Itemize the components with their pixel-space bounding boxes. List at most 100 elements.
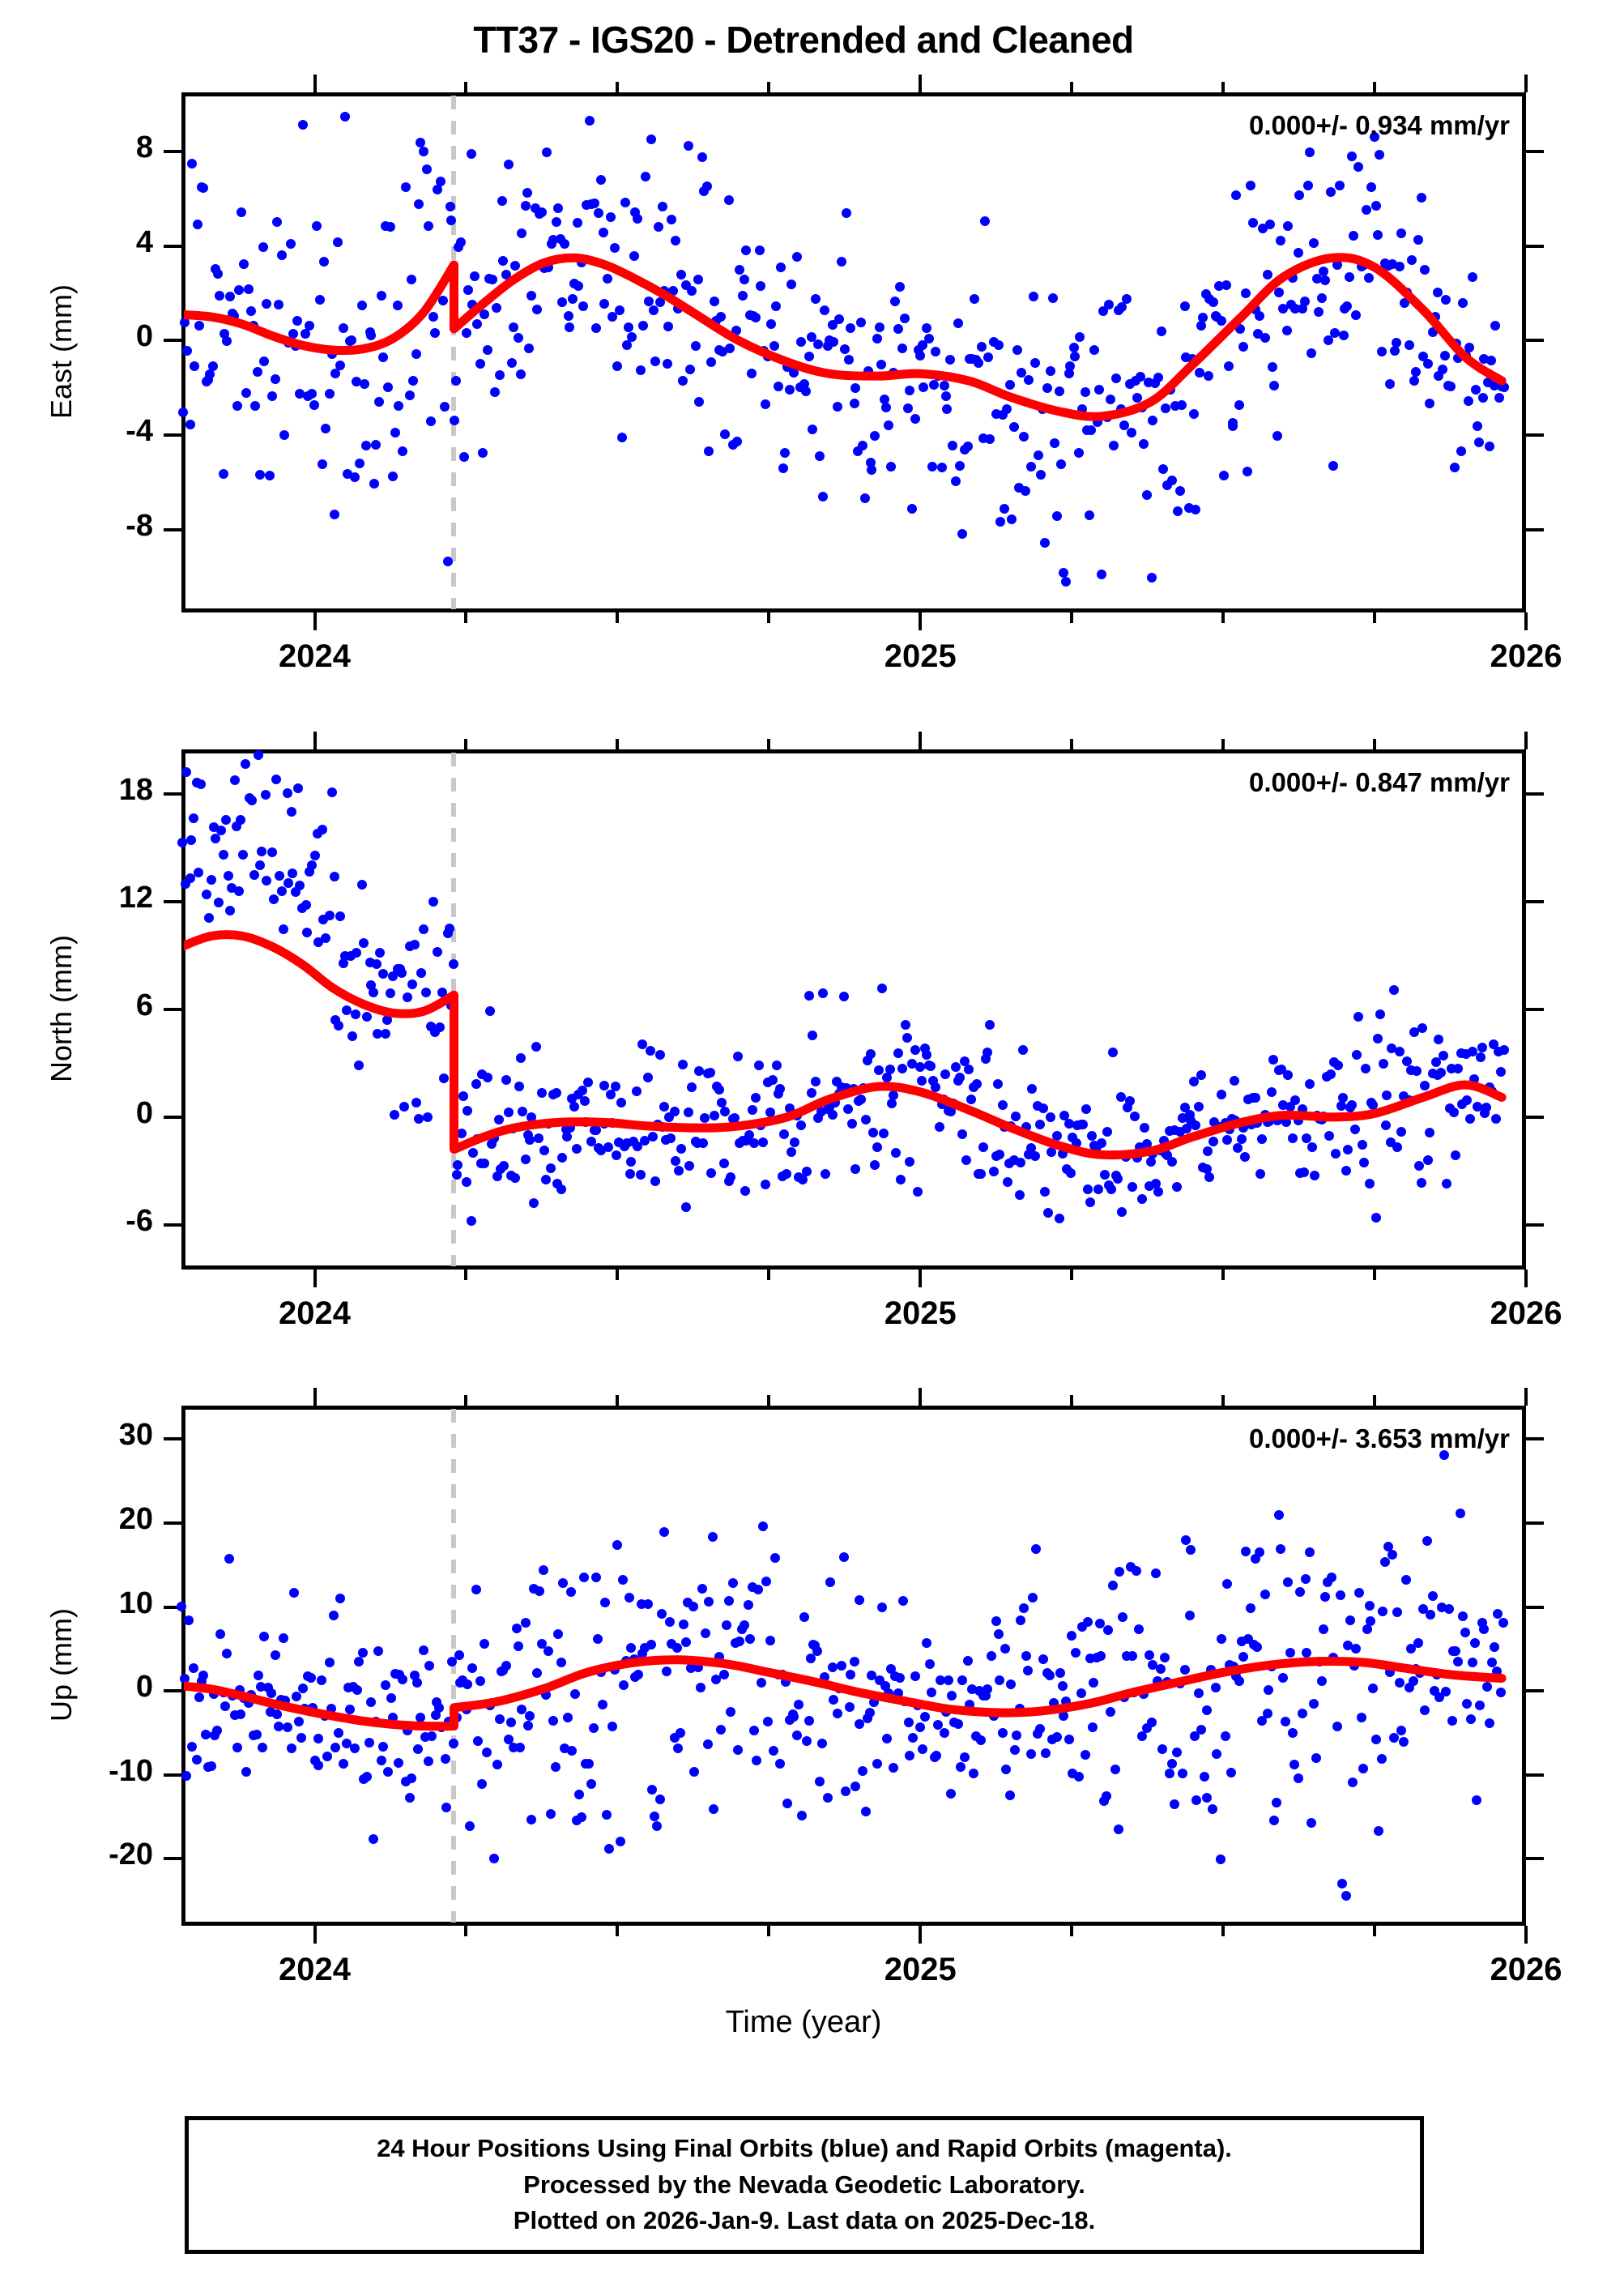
data-point: [1162, 1677, 1172, 1688]
data-point: [1335, 1590, 1345, 1600]
data-point: [423, 220, 433, 231]
data-point: [812, 1645, 823, 1656]
x-tick-label-north-2025: 2025: [884, 1295, 957, 1331]
data-point: [1301, 1573, 1311, 1584]
data-point: [1073, 447, 1084, 458]
data-point: [198, 1670, 208, 1680]
data-point: [1269, 1815, 1280, 1825]
data-point: [1103, 1624, 1114, 1635]
data-point: [535, 1585, 545, 1596]
data-point: [860, 1806, 871, 1816]
data-point: [917, 1743, 927, 1754]
data-point: [330, 369, 341, 379]
x-tick-east-2025.5: [1221, 612, 1225, 623]
y-tick-label-north-2: 6: [135, 988, 153, 1022]
data-point: [389, 1110, 399, 1120]
data-point: [955, 1761, 965, 1772]
data-point: [720, 429, 731, 439]
data-point: [782, 1798, 792, 1808]
data-point: [326, 787, 337, 798]
x-tick-label-up-2024: 2024: [279, 1952, 351, 1987]
data-point: [986, 1650, 996, 1661]
x-tick-label-up-2026: 2026: [1490, 1952, 1562, 1987]
data-point: [714, 1651, 724, 1662]
data-point: [1283, 220, 1294, 231]
data-point: [833, 1683, 844, 1693]
data-point: [982, 1684, 992, 1695]
data-point: [1271, 1797, 1281, 1807]
data-point: [255, 860, 266, 870]
data-point: [1086, 425, 1097, 436]
x-tick-up-2024: [313, 1926, 317, 1944]
data-point: [671, 236, 681, 246]
data-point: [563, 1712, 573, 1722]
y-tick-up-4: [164, 1773, 181, 1777]
y-tick-right-east-1: [1526, 244, 1544, 248]
y-tick-up-3: [164, 1689, 181, 1693]
y-tick-right-east-4: [1526, 527, 1544, 531]
data-point: [816, 1738, 827, 1748]
y-tick-label-up-1: 20: [118, 1501, 153, 1536]
x-tick-north-2025.5: [1221, 1270, 1225, 1280]
data-point: [947, 441, 957, 451]
y-tick-right-east-2: [1526, 339, 1544, 343]
data-point: [241, 1767, 251, 1777]
data-point: [229, 775, 240, 785]
data-point: [994, 1675, 1004, 1685]
data-point: [1378, 1606, 1388, 1616]
data-point: [1016, 1615, 1026, 1625]
data-point: [1305, 147, 1315, 158]
data-point: [775, 1758, 786, 1769]
data-point: [1496, 1687, 1507, 1697]
data-point: [583, 1758, 594, 1769]
data-point: [278, 1632, 288, 1643]
data-point: [1085, 510, 1095, 521]
data-point: [1057, 1681, 1068, 1692]
data-point: [354, 1060, 364, 1070]
data-point: [377, 1755, 387, 1765]
data-point: [618, 1679, 629, 1690]
page-title: TT37 - IGS20 - Detrended and Cleaned: [473, 19, 1134, 61]
data-point: [206, 875, 216, 886]
data-point: [1040, 1748, 1051, 1759]
data-point: [285, 238, 296, 249]
data-point: [1174, 485, 1185, 496]
data-point: [1276, 236, 1286, 246]
data-point: [960, 1752, 970, 1762]
data-point: [298, 1683, 309, 1693]
x-tick-label-east-2026: 2026: [1490, 638, 1562, 674]
data-point: [741, 245, 752, 255]
y-tick-label-up-3: 0: [135, 1670, 153, 1705]
data-point: [1370, 201, 1381, 211]
data-point: [1238, 1651, 1248, 1662]
data-point: [1055, 459, 1066, 469]
data-point: [886, 461, 897, 472]
data-point: [867, 465, 877, 476]
data-point: [295, 880, 305, 890]
data-point: [364, 1737, 374, 1748]
data-point: [334, 1020, 344, 1031]
data-point: [1110, 1764, 1120, 1774]
data-point: [1178, 1768, 1188, 1778]
data-point: [275, 871, 285, 881]
data-point: [799, 1612, 809, 1623]
data-point: [472, 1736, 483, 1747]
data-point: [218, 850, 228, 860]
x-tick-top-east-2025.5: [1221, 82, 1225, 92]
data-point: [295, 389, 305, 399]
y-tick-east-4: [164, 527, 181, 531]
data-point: [405, 390, 416, 401]
data-point: [202, 890, 212, 900]
data-point: [859, 493, 870, 503]
data-point: [1228, 1661, 1238, 1671]
x-tick-north-2024.75: [767, 1270, 771, 1280]
data-point: [1277, 1672, 1288, 1683]
data-point: [504, 159, 514, 169]
y-tick-right-north-0: [1526, 792, 1544, 796]
data-point: [1347, 1777, 1358, 1787]
data-point: [1303, 180, 1314, 190]
x-tick-east-2025.75: [1373, 612, 1377, 623]
data-point: [881, 1733, 892, 1743]
x-tick-east-2024.25: [464, 612, 468, 623]
data-point: [386, 221, 396, 232]
